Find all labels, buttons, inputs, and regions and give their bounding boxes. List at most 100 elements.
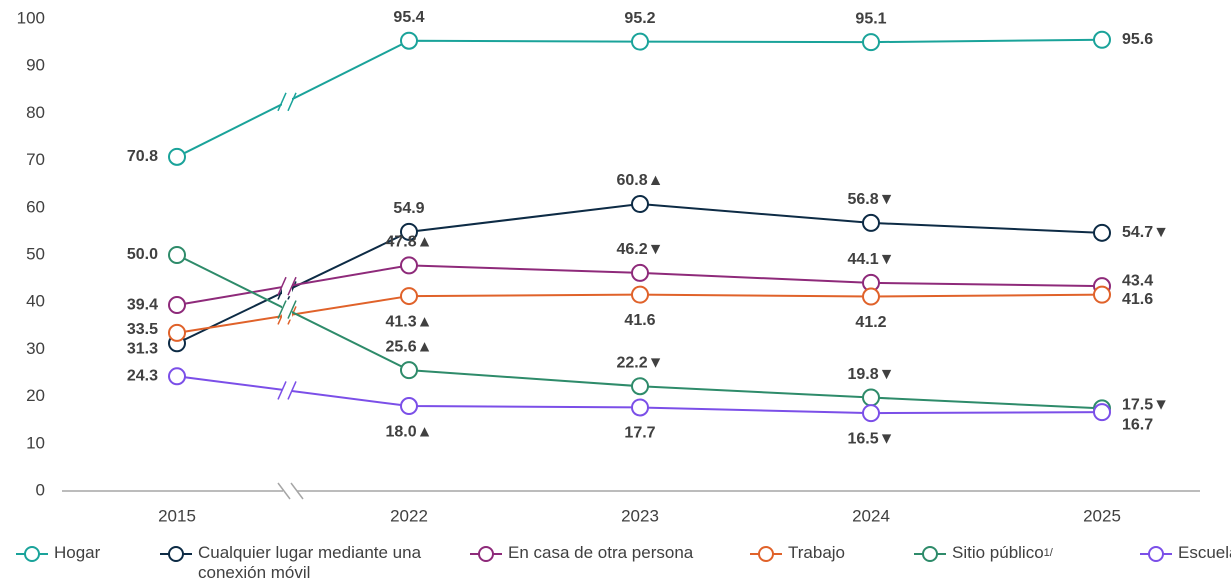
marker xyxy=(400,31,418,50)
legend-marker xyxy=(758,546,774,562)
marker xyxy=(631,195,649,214)
value-label: 18.0▲ xyxy=(386,423,433,440)
x-tick-label: 2025 xyxy=(1083,506,1121,525)
marker xyxy=(400,256,418,275)
value-label: 50.0 xyxy=(127,246,158,263)
marker xyxy=(631,398,649,417)
legend-marker xyxy=(24,546,40,562)
value-label: 70.8 xyxy=(127,148,158,165)
legend-superscript: 1/ xyxy=(1043,547,1053,559)
legend-marker xyxy=(168,546,184,562)
line-break xyxy=(287,381,297,400)
legend-icon xyxy=(16,546,48,562)
legend-icon xyxy=(750,546,782,562)
series-line xyxy=(176,38,1103,158)
marker xyxy=(631,263,649,282)
legend-marker xyxy=(1148,546,1164,562)
value-label: 95.4 xyxy=(393,9,424,26)
value-label: 60.8▲ xyxy=(617,172,664,189)
legend-icon xyxy=(470,546,502,562)
line-break xyxy=(277,300,287,319)
marker xyxy=(862,213,880,232)
marker xyxy=(1093,30,1111,49)
line-break xyxy=(287,300,297,319)
marker xyxy=(1093,403,1111,422)
y-tick-label: 80 xyxy=(26,103,45,122)
value-label: 43.4 xyxy=(1122,272,1153,289)
value-label: 16.5▼ xyxy=(848,430,895,447)
value-label: 31.3 xyxy=(127,340,158,357)
y-tick-label: 70 xyxy=(26,150,45,169)
legend-label: Hogar xyxy=(54,543,101,562)
y-tick-label: 0 xyxy=(36,480,45,499)
legend-label: Sitio público xyxy=(952,543,1044,562)
line-break-gap xyxy=(282,276,292,297)
legend-icon xyxy=(914,546,946,562)
y-tick-label: 10 xyxy=(26,433,45,452)
legend-label: En casa de otra persona xyxy=(508,543,694,562)
marker xyxy=(168,147,186,166)
marker xyxy=(400,361,418,380)
legend-item: Hogar xyxy=(14,543,100,563)
x-tick-label: 2015 xyxy=(158,506,196,525)
value-label: 95.1 xyxy=(855,10,886,27)
marker xyxy=(400,222,418,241)
value-label: 46.2▼ xyxy=(617,241,664,258)
value-label: 25.6▲ xyxy=(386,338,433,355)
value-label: 41.6 xyxy=(624,312,655,329)
legend-marker xyxy=(478,546,494,562)
marker xyxy=(168,296,186,315)
legend-item: Cualquier lugar mediante una conexión mó… xyxy=(158,543,458,583)
marker xyxy=(862,404,880,423)
value-label: 16.7 xyxy=(1122,416,1153,433)
value-label: 54.9 xyxy=(393,200,424,217)
axis-break xyxy=(277,482,291,500)
marker xyxy=(400,287,418,306)
marker xyxy=(1093,285,1111,304)
line-break xyxy=(277,276,287,296)
line-break xyxy=(287,92,297,112)
value-label: 19.8▼ xyxy=(848,366,895,383)
value-label: 33.5 xyxy=(127,321,158,338)
marker xyxy=(400,397,418,416)
legend-label: Escuela xyxy=(1178,543,1231,562)
line-break xyxy=(287,276,297,296)
legend-label: Trabajo xyxy=(788,543,846,562)
y-tick-label: 20 xyxy=(26,386,45,405)
line-break-gap xyxy=(282,91,292,112)
legend-icon xyxy=(1140,546,1172,562)
value-label: 41.3▲ xyxy=(386,313,433,330)
y-tick-label: 30 xyxy=(26,339,45,358)
value-label: 54.7▼ xyxy=(1122,224,1169,241)
value-label: 56.8▼ xyxy=(848,191,895,208)
value-label: 41.2 xyxy=(855,314,886,331)
marker xyxy=(862,33,880,52)
value-label: 39.4 xyxy=(127,296,158,313)
axis-break xyxy=(290,482,304,500)
legend-item: Escuela xyxy=(1138,543,1231,563)
marker xyxy=(168,246,186,264)
y-tick-label: 50 xyxy=(26,244,45,263)
line-break xyxy=(277,381,287,400)
marker xyxy=(862,287,880,306)
value-label: 44.1▼ xyxy=(848,251,895,268)
value-label: 95.6 xyxy=(1122,31,1153,48)
legend-item: Sitio público 1/ xyxy=(912,543,1053,563)
x-tick-label: 2024 xyxy=(852,506,890,525)
value-label: 22.2▼ xyxy=(617,354,664,371)
y-tick-label: 100 xyxy=(17,8,45,27)
value-label: 95.2 xyxy=(624,10,655,27)
value-label: 47.8▲ xyxy=(386,234,433,251)
line-break-gap xyxy=(282,380,292,401)
marker xyxy=(168,367,186,386)
x-tick-label: 2022 xyxy=(390,506,428,525)
x-tick-label: 2023 xyxy=(621,506,659,525)
y-tick-label: 60 xyxy=(26,197,45,216)
line-break xyxy=(277,92,287,112)
marker xyxy=(631,377,649,396)
marker xyxy=(631,32,649,51)
value-label: 17.5▼ xyxy=(1122,397,1169,414)
y-tick-label: 90 xyxy=(26,56,45,75)
